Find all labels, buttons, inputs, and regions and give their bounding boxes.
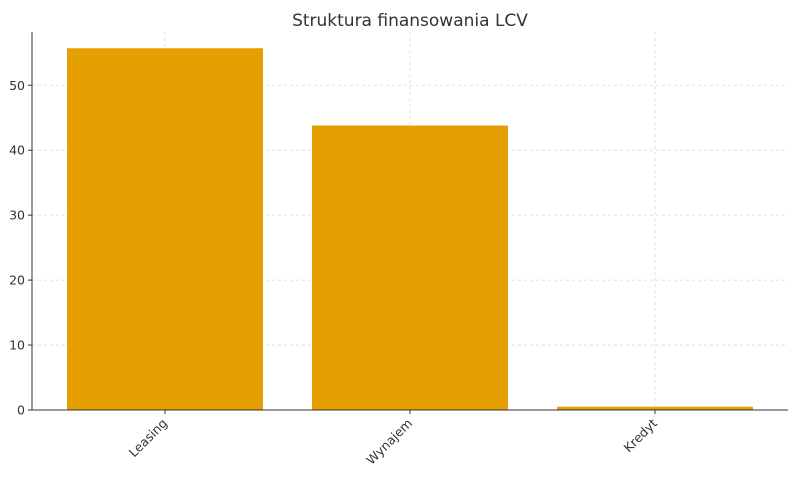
y-tick-label: 40 (9, 143, 25, 158)
bars (67, 48, 753, 411)
bar-kredyt (556, 406, 753, 410)
x-tick-label: Kredyt (621, 415, 661, 455)
y-tick-label: 20 (9, 273, 25, 288)
chart-title: Struktura finansowania LCV (292, 11, 528, 31)
x-ticks: Leasing Wynajem Kredyt (126, 410, 661, 468)
y-tick-label: 30 (9, 208, 25, 223)
x-tick-label: Leasing (126, 416, 171, 461)
y-tick-label: 50 (9, 78, 25, 93)
x-tick-label: Wynajem (363, 416, 415, 468)
bar-wynajem (312, 125, 508, 411)
bar-leasing (67, 48, 264, 410)
y-ticks: 0 10 20 30 40 50 (9, 78, 32, 418)
y-tick-label: 0 (17, 403, 25, 418)
y-tick-label: 10 (9, 338, 25, 353)
